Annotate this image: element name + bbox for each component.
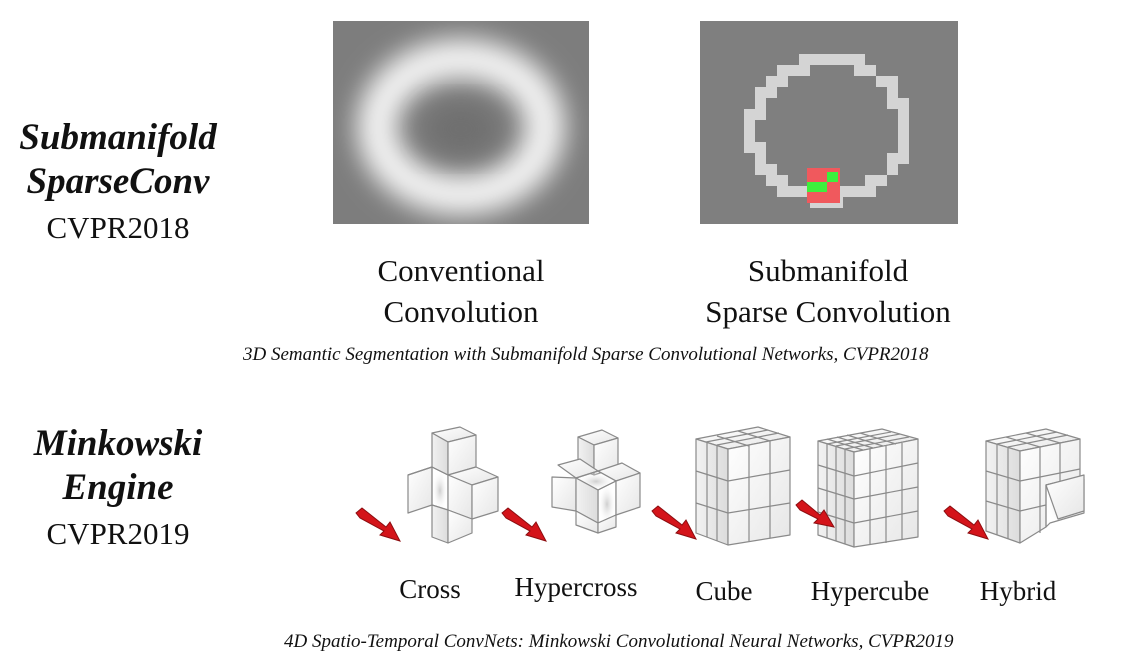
section1-title-line1: Submanifold [19,117,217,158]
ring-pixel [799,54,810,65]
arrow-4 [795,499,835,528]
conventional-convolution-image [333,21,589,224]
submanifold-caption-line2: Sparse Convolution [705,294,951,329]
ring-pixel [788,186,799,197]
section1-reference: 3D Semantic Segmentation with Submanifol… [243,344,929,365]
ring-pixel [744,131,755,142]
section1-title: Submanifold SparseConv [0,116,236,204]
section2-title: Minkowski Engine [0,422,236,510]
ring-pixel [865,175,876,186]
ring-pixel [755,164,766,175]
section2-title-line1: Minkowski [33,423,203,464]
shape-arrows [355,499,989,542]
shape-label-cross: Cross [399,574,461,604]
ring-pixel [898,109,909,120]
ring-pixel [843,54,854,65]
ring-pixel [854,65,865,76]
shape-label-hybrid: Hybrid [979,576,1057,606]
ring-pixel [799,65,810,76]
ring-pixel [887,76,898,87]
arrow-2 [501,507,547,542]
ring-pixel [755,142,766,153]
ring-pixel [832,54,843,65]
shape-label-hypercube: Hypercube [810,576,930,606]
ring-pixel [744,142,755,153]
ring-pixel [755,87,766,98]
ring-pixel [821,54,832,65]
ring-pixel [887,153,898,164]
ring-pixel [744,120,755,131]
ring-pixel [876,76,887,87]
ring-pixel [843,186,854,197]
ring-pixel [898,142,909,153]
ring-pixel [766,76,777,87]
submanifold-caption: Submanifold Sparse Convolution [670,250,986,332]
ring-pixel [755,153,766,164]
ring-pixel [865,65,876,76]
ring-pixel [766,87,777,98]
ring-pixel [898,98,909,109]
section1-title-line2: SparseConv [26,161,210,202]
hypercube-kernel-shape [817,428,919,548]
ring-pixel [788,65,799,76]
ring-pixel [766,175,777,186]
ring-pixel [854,54,865,65]
conventional-caption-line2: Convolution [383,294,539,329]
submanifold-convolution-image [700,21,958,224]
shape-label-cube: Cube [695,576,753,606]
ring-pixel [744,109,755,120]
kernel-shapes-illustration [340,415,1100,560]
arrow-3 [651,505,697,540]
ring-pixel [755,109,766,120]
submanifold-caption-line1: Submanifold [747,253,909,288]
conventional-caption: Conventional Convolution [330,250,592,332]
section2-title-line2: Engine [62,467,174,508]
ring-pixel [887,164,898,175]
ring-pixel [777,65,788,76]
hypercross-kernel-shape [551,429,641,534]
ring-pixel [810,54,821,65]
cross-kernel-shape [407,426,499,544]
ring-pixel [887,87,898,98]
section2-reference: 4D Spatio-Temporal ConvNets: Minkowski C… [284,631,954,652]
ring-pixel [898,131,909,142]
arrow-1 [355,507,401,542]
ring-pixel [854,186,865,197]
cube-kernel-shape [695,426,791,546]
conventional-caption-line1: Conventional [377,253,545,288]
ring-pixel [799,186,810,197]
ring-pixel [865,186,876,197]
ring-pixel [766,164,777,175]
ring-pixel [876,175,887,186]
ring-pixel [777,175,788,186]
ring-pixel [777,76,788,87]
arrow-5 [943,505,989,540]
ring-pixel [755,98,766,109]
ring-pixel [898,120,909,131]
ring-pixel [887,98,898,109]
section1-venue: CVPR2018 [46,210,190,245]
section2-venue: CVPR2019 [46,516,190,551]
hybrid-kernel-shape [985,428,1085,544]
ring-pixel [898,153,909,164]
ring-pixel [777,186,788,197]
shape-label-hypercross: Hypercross [514,572,638,602]
